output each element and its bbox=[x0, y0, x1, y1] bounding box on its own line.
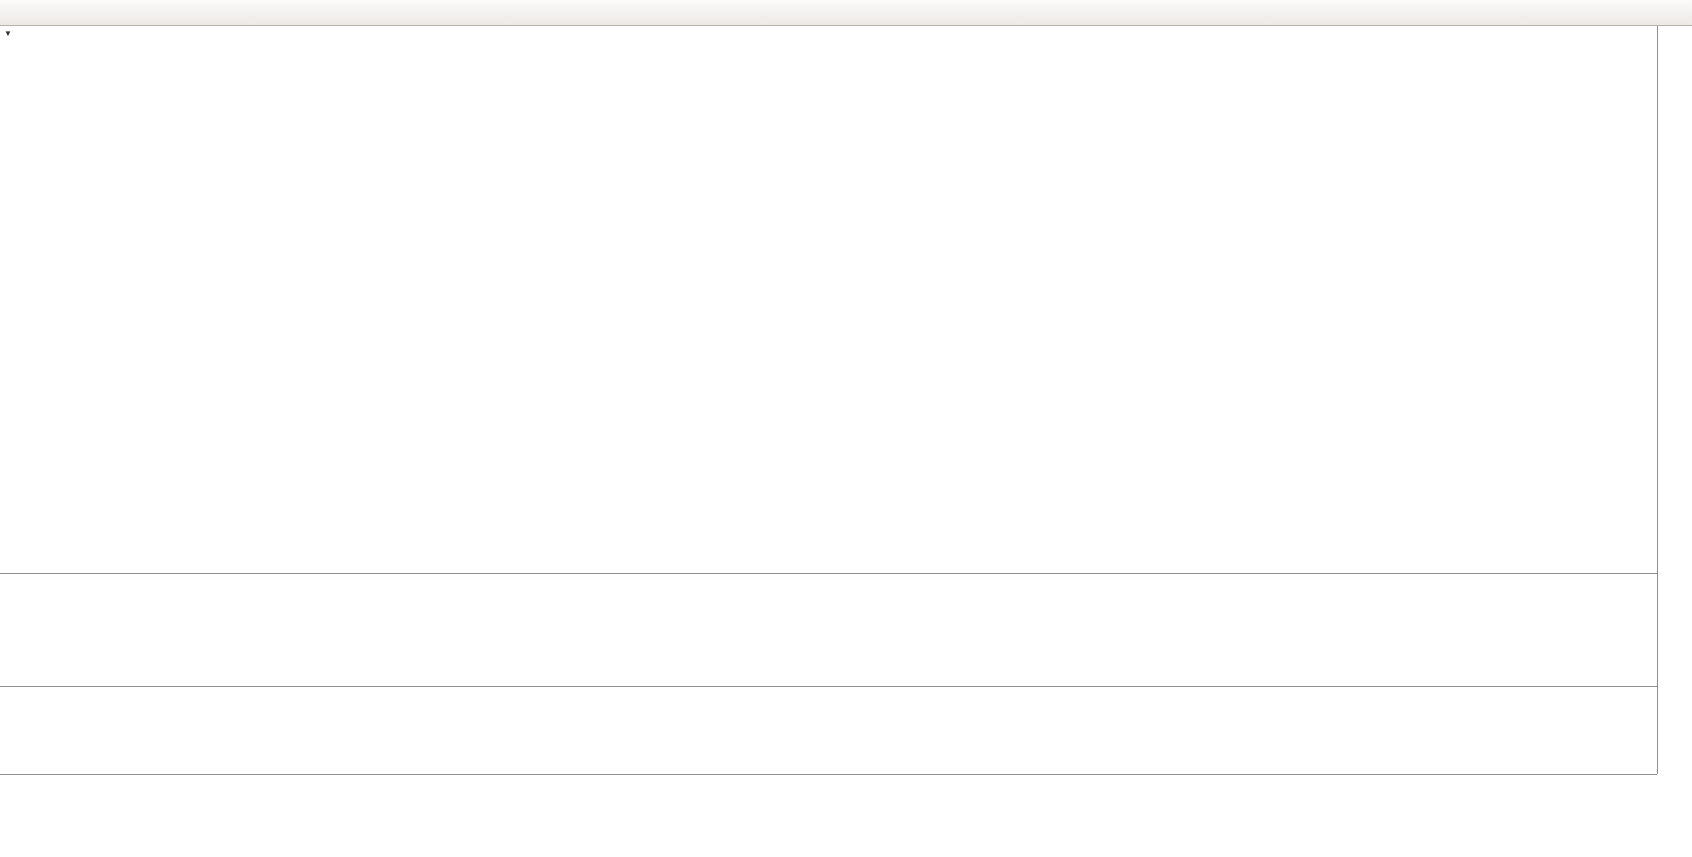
chart-window: ▼ bbox=[0, 26, 1692, 857]
chart-header: ▼ bbox=[4, 29, 16, 38]
time-axis bbox=[0, 774, 1657, 797]
pane-separator[interactable] bbox=[0, 686, 1692, 687]
toolbar bbox=[0, 0, 1692, 26]
macd-canvas[interactable] bbox=[0, 574, 1657, 686]
pane-separator[interactable] bbox=[0, 573, 1692, 574]
collapse-icon[interactable]: ▼ bbox=[4, 29, 12, 38]
rsi-canvas[interactable] bbox=[0, 687, 1657, 774]
main-chart-canvas[interactable] bbox=[0, 26, 1657, 573]
price-axis bbox=[1657, 26, 1692, 774]
